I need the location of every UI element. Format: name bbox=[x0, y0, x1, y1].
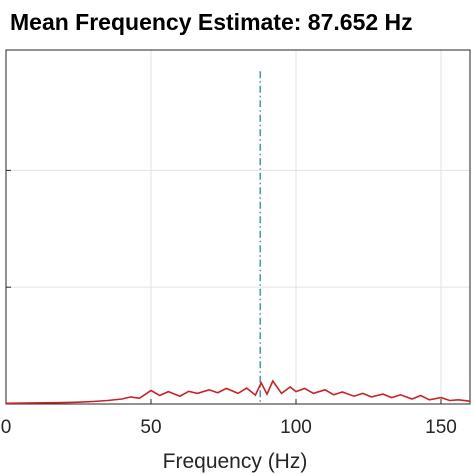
x-tick-labels: 0 50 100 150 bbox=[1, 417, 457, 438]
grid bbox=[6, 50, 470, 404]
chart-title: Mean Frequency Estimate: 87.652 Hz bbox=[10, 9, 413, 35]
series-line-spectrum bbox=[5, 379, 471, 405]
x-tick-label: 0 bbox=[1, 417, 12, 438]
plot-frame bbox=[5, 49, 471, 405]
x-tick-label: 50 bbox=[140, 417, 161, 438]
x-ticks bbox=[5, 399, 442, 404]
y-ticks bbox=[6, 49, 11, 405]
x-tick-label: 150 bbox=[425, 417, 457, 438]
x-axis-label: Frequency (Hz) bbox=[163, 450, 308, 473]
x-tick-label: 100 bbox=[280, 417, 312, 438]
